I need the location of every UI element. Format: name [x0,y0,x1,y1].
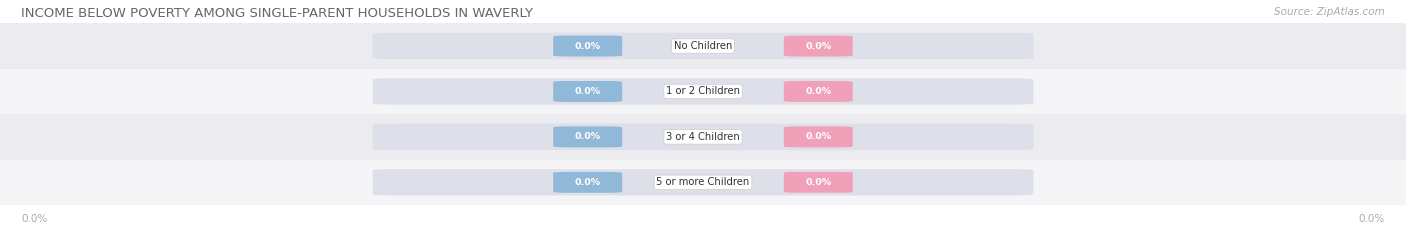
Text: 0.0%: 0.0% [575,41,600,51]
Bar [0,69,1406,114]
Text: 3 or 4 Children: 3 or 4 Children [666,132,740,142]
Text: INCOME BELOW POVERTY AMONG SINGLE-PARENT HOUSEHOLDS IN WAVERLY: INCOME BELOW POVERTY AMONG SINGLE-PARENT… [21,7,533,20]
Text: 0.0%: 0.0% [806,41,831,51]
Text: 0.0%: 0.0% [575,87,600,96]
FancyBboxPatch shape [785,127,852,147]
Text: 0.0%: 0.0% [21,214,48,224]
FancyBboxPatch shape [373,124,1033,150]
FancyBboxPatch shape [373,169,1033,195]
Text: No Children: No Children [673,41,733,51]
FancyBboxPatch shape [785,172,852,193]
Text: 1 or 2 Children: 1 or 2 Children [666,86,740,96]
Text: 0.0%: 0.0% [806,132,831,141]
Bar [0,114,1406,160]
FancyBboxPatch shape [373,78,1033,105]
FancyBboxPatch shape [785,81,852,102]
FancyBboxPatch shape [554,81,621,102]
FancyBboxPatch shape [554,172,621,193]
Bar [0,160,1406,205]
Text: 0.0%: 0.0% [806,87,831,96]
FancyBboxPatch shape [554,127,621,147]
Bar [0,23,1406,69]
Text: 0.0%: 0.0% [575,132,600,141]
FancyBboxPatch shape [554,36,621,56]
Text: Source: ZipAtlas.com: Source: ZipAtlas.com [1274,7,1385,17]
FancyBboxPatch shape [373,33,1033,59]
Text: 0.0%: 0.0% [806,178,831,187]
Text: 0.0%: 0.0% [575,178,600,187]
FancyBboxPatch shape [785,36,852,56]
Text: 0.0%: 0.0% [1358,214,1385,224]
Text: 5 or more Children: 5 or more Children [657,177,749,187]
